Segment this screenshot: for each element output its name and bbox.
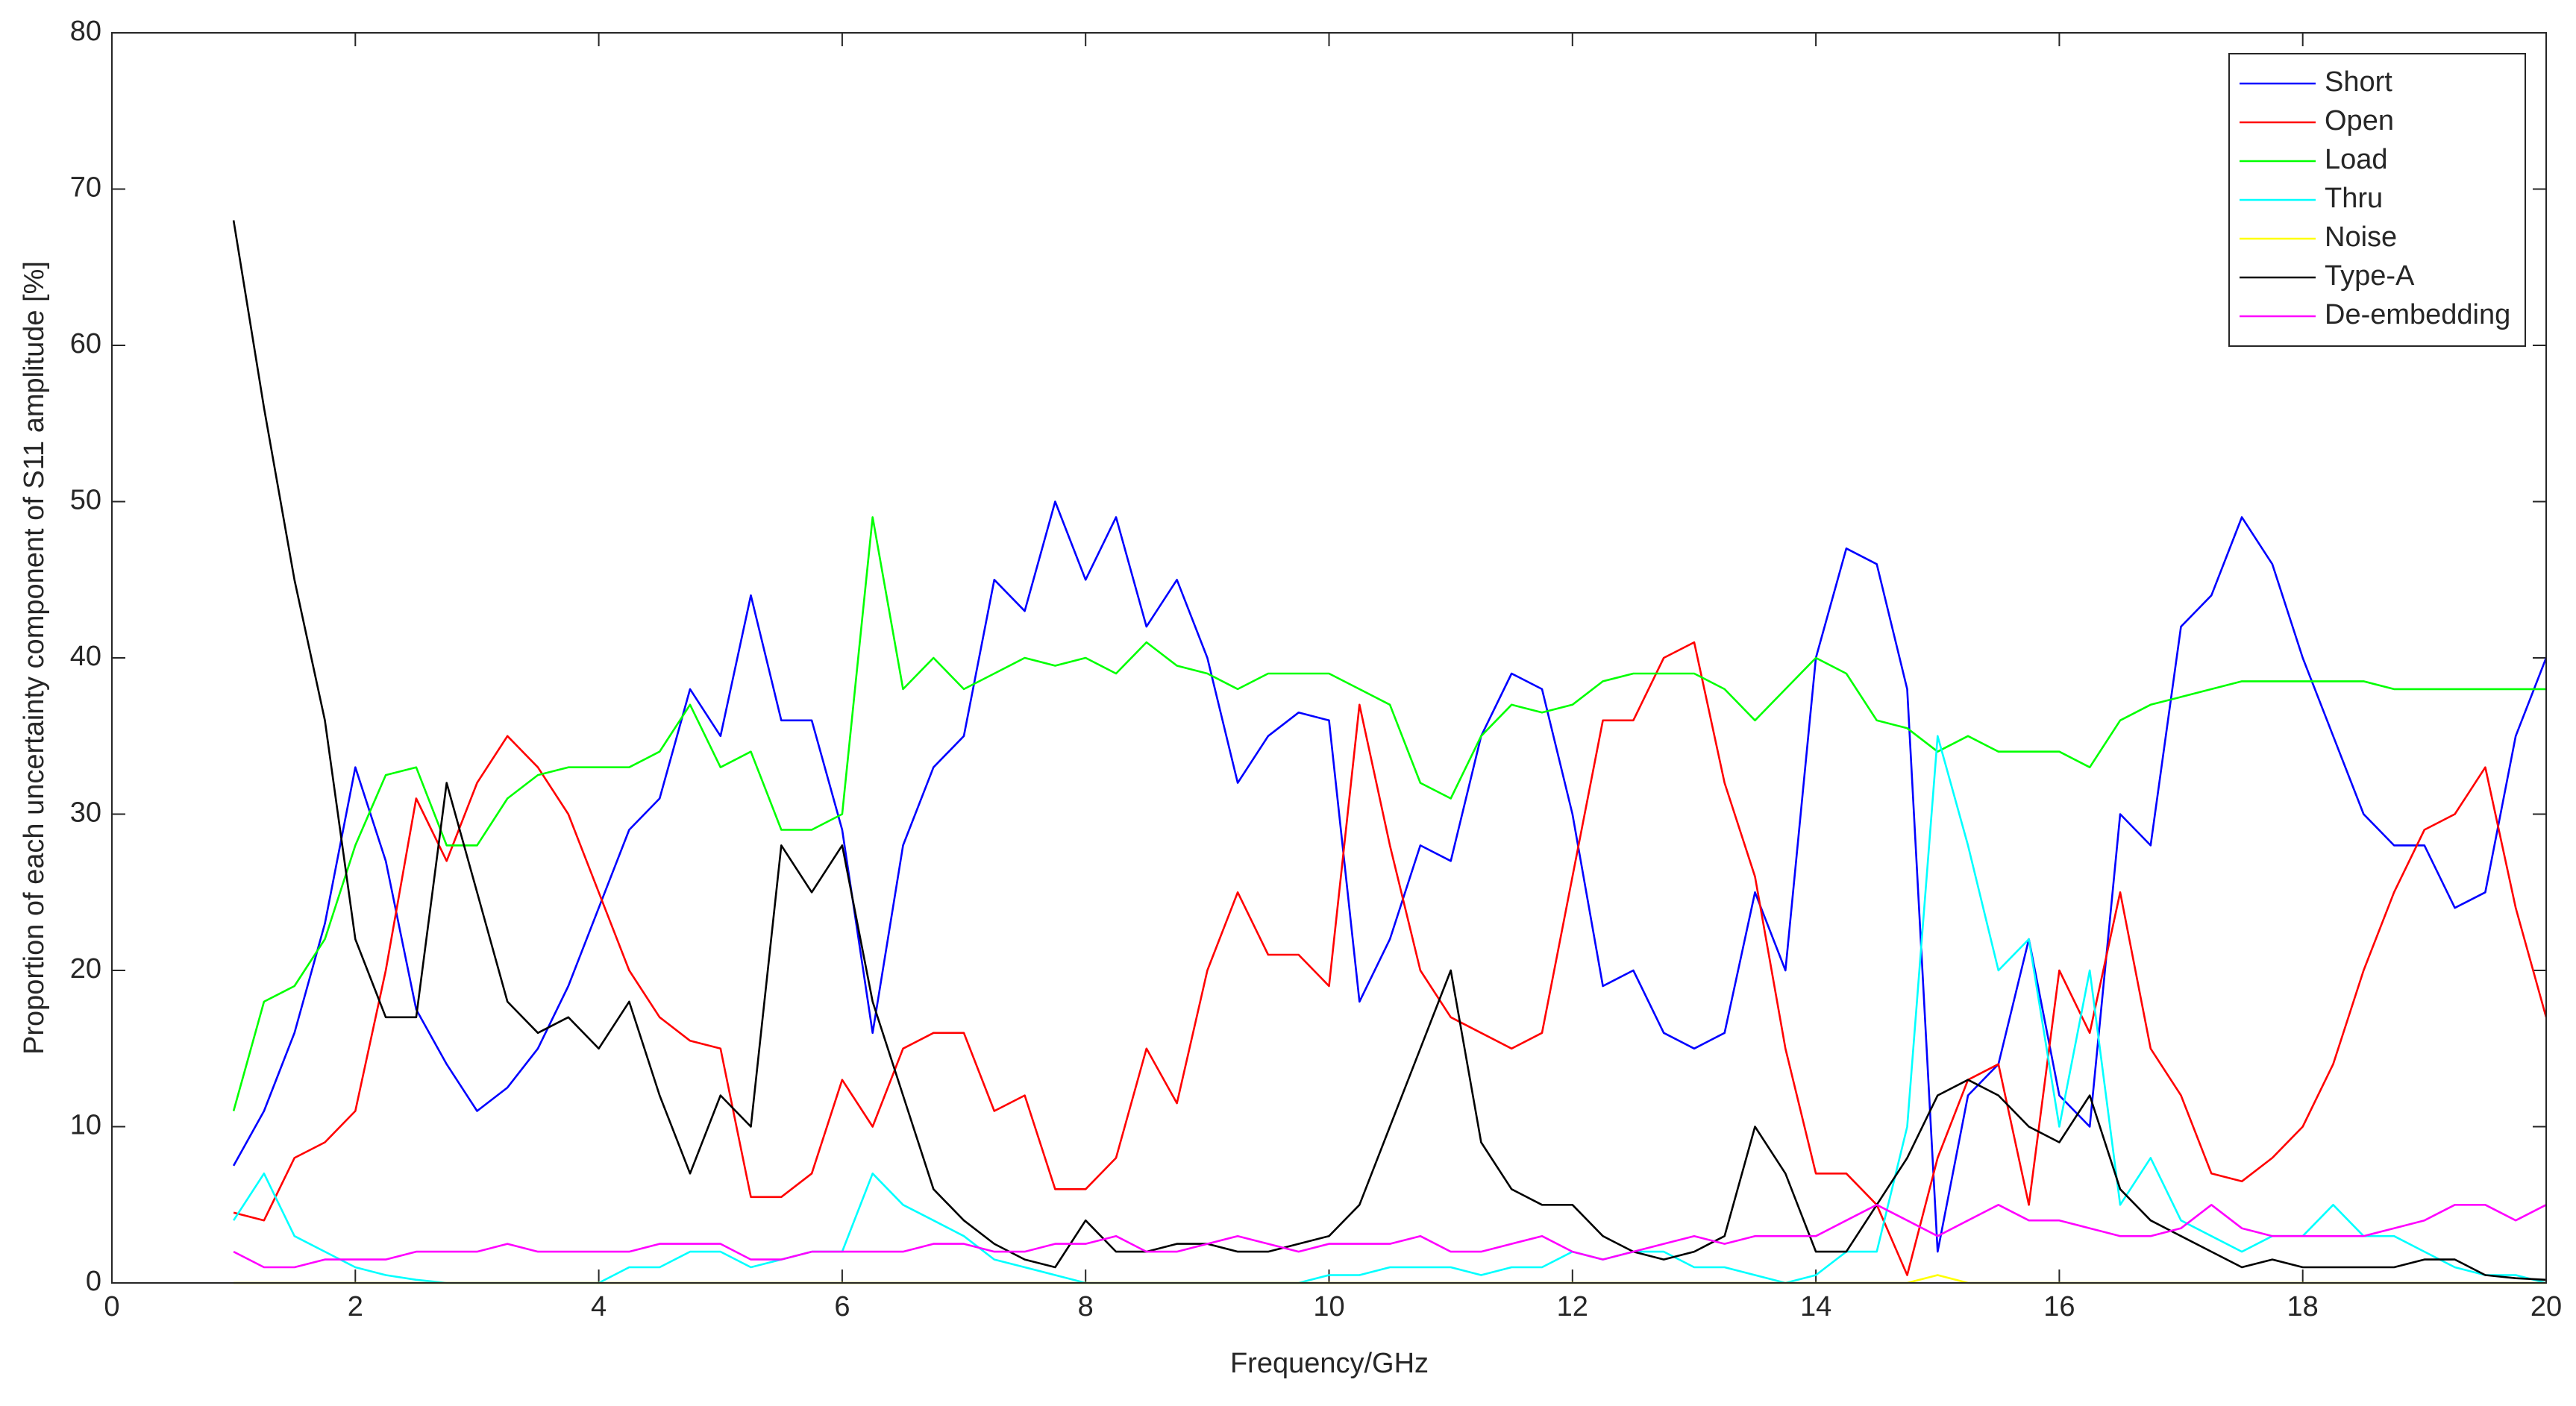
legend-label: De-embedding [2325,299,2510,330]
y-tick-label: 60 [70,328,101,360]
legend-label: Load [2325,144,2388,175]
x-tick-label: 12 [1557,1291,1588,1322]
series-line [233,641,2548,1276]
x-tick-label: 10 [1313,1291,1344,1322]
x-axis-label: Frequency/GHz [1230,1348,1429,1379]
legend-label: Type-A [2325,260,2415,292]
x-tick-label: 20 [2530,1291,2562,1322]
plot-frame [111,32,2547,1284]
legend-label: Thru [2325,183,2383,214]
x-tick-label: 18 [2287,1291,2319,1322]
x-tick-label: 4 [591,1291,607,1322]
y-tick-label: 10 [70,1110,101,1141]
y-tick-label: 30 [70,797,101,829]
x-tick-label: 0 [104,1291,119,1322]
y-tick-label: 20 [70,953,101,985]
x-tick-label: 16 [2043,1291,2075,1322]
series-line [232,500,2548,1253]
y-axis-label: Proportion of each uncertainty component… [19,261,50,1055]
series-line [232,220,2547,1281]
legend-label: Open [2325,105,2394,136]
x-tick-label: 6 [834,1291,850,1322]
x-tick-label: 2 [348,1291,363,1322]
y-tick-label: 40 [70,641,101,672]
y-tick-label: 70 [70,172,101,204]
x-tick-label: 8 [1078,1291,1094,1322]
legend-label: Noise [2325,222,2397,253]
legend-label: Short [2325,66,2392,98]
y-tick-label: 80 [70,16,101,47]
x-tick-label: 14 [1800,1291,1831,1322]
y-tick-label: 0 [86,1266,101,1297]
y-tick-label: 50 [70,485,101,516]
series-line [232,516,2546,1111]
series-line [233,735,2547,1284]
series-line [233,1204,2547,1269]
